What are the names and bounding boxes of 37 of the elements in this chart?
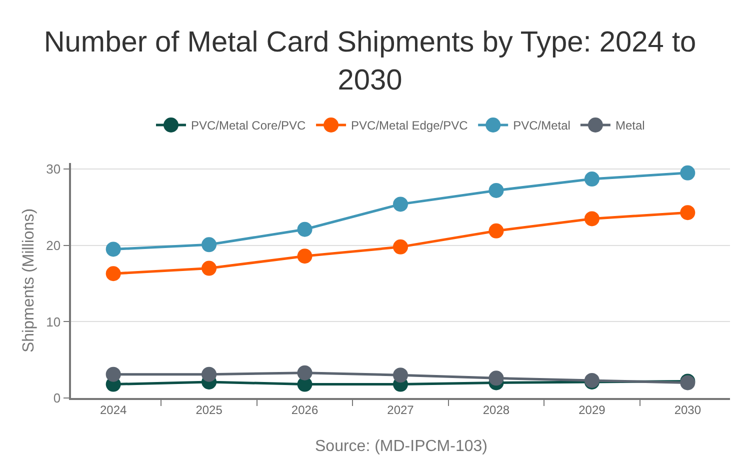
point <box>393 196 408 212</box>
point <box>680 205 696 220</box>
x-tick-label: 2024 <box>100 403 127 418</box>
chart-title: Number of Metal Card Shipments by Type: 2024 to 2030 <box>44 26 696 96</box>
x-tick-label: 2029 <box>578 403 606 418</box>
point <box>680 165 696 180</box>
y-tick-label: 30 <box>46 162 61 177</box>
point <box>584 172 600 187</box>
x-tick-label: 2025 <box>196 403 223 418</box>
legend-label: PVC/Metal Edge/PVC <box>351 118 468 133</box>
legend-label: Metal <box>615 118 645 133</box>
y-tick-label: 20 <box>46 238 61 253</box>
x-tick-label: 2027 <box>387 403 414 418</box>
point <box>202 260 217 276</box>
source-note: Source: (MD-IPCM-103) <box>315 438 488 455</box>
point <box>584 211 600 226</box>
point <box>488 223 504 238</box>
point <box>297 248 312 264</box>
legend-label: PVC/Metal Core/PVC <box>191 118 306 133</box>
x-tick-label: 2026 <box>291 403 318 418</box>
point <box>106 266 121 282</box>
point <box>488 182 504 198</box>
point <box>106 366 121 382</box>
x-tick-label: 2030 <box>674 403 702 418</box>
point <box>202 237 217 252</box>
point <box>106 242 121 257</box>
point <box>393 368 408 383</box>
x-tick-label: 2028 <box>482 403 510 418</box>
point <box>488 370 504 386</box>
legend-label: PVC/Metal <box>513 118 570 133</box>
point <box>393 239 408 254</box>
point <box>202 366 217 382</box>
y-axis-title: Shipments (Millions) <box>20 208 38 353</box>
point <box>297 222 312 237</box>
y-tick-label: 0 <box>53 390 61 406</box>
y-tick-label: 10 <box>46 314 61 330</box>
point <box>297 365 312 380</box>
